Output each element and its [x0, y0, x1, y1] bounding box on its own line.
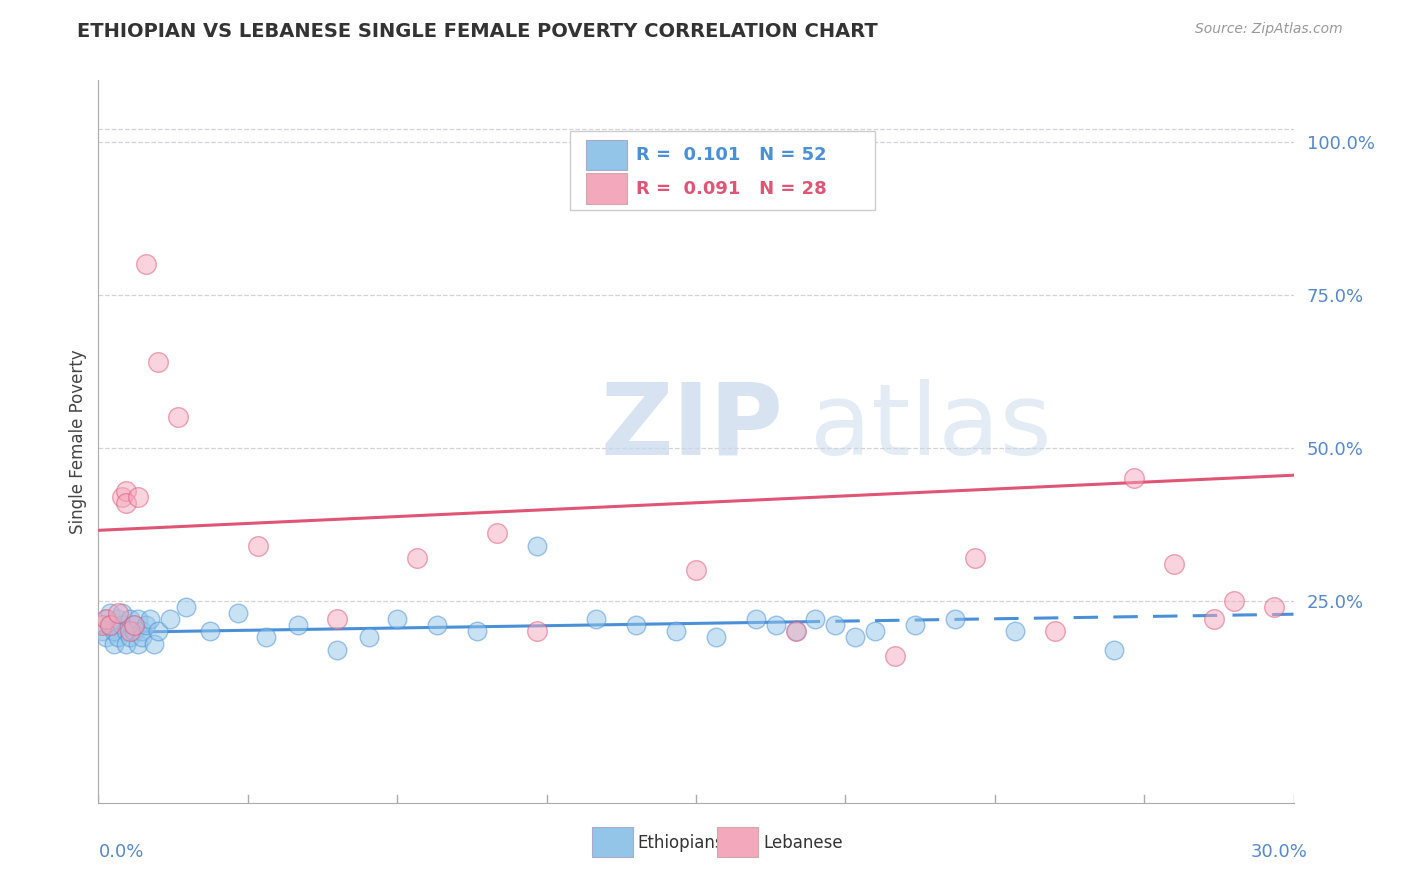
Point — [98, 618, 122, 632]
Point — [124, 618, 146, 632]
Point — [626, 618, 648, 632]
Point — [107, 612, 129, 626]
Point — [1004, 624, 1026, 639]
Point — [103, 624, 125, 639]
Text: Source: ZipAtlas.com: Source: ZipAtlas.com — [1195, 22, 1343, 37]
Point — [124, 618, 146, 632]
Point — [91, 624, 114, 639]
Point — [665, 624, 688, 639]
Point — [1202, 612, 1225, 626]
Point — [904, 618, 927, 632]
Point — [385, 612, 409, 626]
Text: atlas: atlas — [810, 378, 1052, 475]
Text: 30.0%: 30.0% — [1251, 843, 1308, 861]
Point — [785, 624, 807, 639]
Point — [865, 624, 887, 639]
Point — [131, 624, 153, 639]
Point — [148, 624, 170, 639]
Point — [159, 612, 181, 626]
Point — [111, 490, 134, 504]
Point — [174, 599, 197, 614]
Point — [685, 563, 707, 577]
Point — [745, 612, 768, 626]
Point — [526, 624, 548, 639]
Point — [246, 539, 269, 553]
FancyBboxPatch shape — [586, 139, 627, 169]
FancyBboxPatch shape — [592, 827, 633, 857]
FancyBboxPatch shape — [717, 827, 758, 857]
Point — [1263, 599, 1285, 614]
Point — [804, 612, 827, 626]
Point — [426, 618, 449, 632]
Point — [198, 624, 221, 639]
Text: R =  0.101   N = 52: R = 0.101 N = 52 — [637, 145, 827, 164]
Point — [785, 624, 807, 639]
Point — [115, 496, 138, 510]
Point — [1223, 593, 1246, 607]
Point — [96, 631, 118, 645]
Text: 0.0%: 0.0% — [98, 843, 143, 861]
Point — [226, 606, 249, 620]
Point — [963, 550, 986, 565]
Text: ZIP: ZIP — [600, 378, 783, 475]
Point — [465, 624, 488, 639]
Point — [943, 612, 966, 626]
Point — [91, 618, 114, 632]
Point — [704, 631, 727, 645]
Point — [131, 631, 153, 645]
Point — [115, 483, 138, 498]
Text: R =  0.091   N = 28: R = 0.091 N = 28 — [637, 179, 827, 198]
Point — [326, 612, 349, 626]
FancyBboxPatch shape — [571, 131, 876, 211]
Point — [485, 526, 508, 541]
Point — [1104, 642, 1126, 657]
Point — [765, 618, 787, 632]
Point — [120, 631, 142, 645]
Point — [287, 618, 309, 632]
Point — [127, 637, 149, 651]
Point — [135, 618, 157, 632]
Point — [98, 606, 122, 620]
Point — [1043, 624, 1066, 639]
Point — [1163, 557, 1185, 571]
Point — [844, 631, 866, 645]
Point — [115, 624, 138, 639]
Text: Lebanese: Lebanese — [763, 833, 842, 852]
Point — [135, 257, 157, 271]
Point — [148, 355, 170, 369]
FancyBboxPatch shape — [586, 173, 627, 204]
Point — [1123, 471, 1146, 485]
Point — [115, 637, 138, 651]
Point — [120, 612, 142, 626]
Text: ETHIOPIAN VS LEBANESE SINGLE FEMALE POVERTY CORRELATION CHART: ETHIOPIAN VS LEBANESE SINGLE FEMALE POVE… — [77, 22, 879, 41]
Point — [824, 618, 846, 632]
Point — [143, 637, 166, 651]
Point — [326, 642, 349, 657]
Point — [96, 612, 118, 626]
Point — [127, 490, 149, 504]
Point — [124, 624, 146, 639]
Text: Ethiopians: Ethiopians — [637, 833, 724, 852]
Point — [107, 606, 129, 620]
Point — [526, 539, 548, 553]
Y-axis label: Single Female Poverty: Single Female Poverty — [69, 350, 87, 533]
Point — [359, 631, 381, 645]
Point — [98, 618, 122, 632]
Point — [167, 410, 190, 425]
Point — [120, 624, 142, 639]
Point — [585, 612, 607, 626]
Point — [96, 612, 118, 626]
Point — [103, 637, 125, 651]
Point — [406, 550, 429, 565]
Point — [111, 618, 134, 632]
Point — [884, 648, 907, 663]
Point — [254, 631, 277, 645]
Point — [127, 612, 149, 626]
Point — [111, 606, 134, 620]
Point — [107, 631, 129, 645]
Point — [139, 612, 162, 626]
